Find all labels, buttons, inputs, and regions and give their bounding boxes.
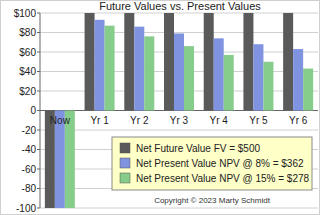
tick-label: -40 xyxy=(22,144,37,155)
legend-swatch xyxy=(120,173,130,183)
tick-label: 0 xyxy=(30,105,36,116)
tick-label: $80 xyxy=(19,27,36,38)
category-label: Yr 2 xyxy=(130,115,149,126)
legend-label: Net Present Value NPV @ 15% = $278 xyxy=(136,173,310,184)
bar xyxy=(293,49,303,110)
tick-label: -100 xyxy=(16,203,36,214)
bar xyxy=(263,62,273,111)
tick-label: $20 xyxy=(19,86,36,97)
tick-label: $40 xyxy=(19,66,36,77)
title: Future Values vs. Present Values xyxy=(99,0,261,12)
grid-line xyxy=(40,130,318,131)
bar xyxy=(243,13,253,111)
bar xyxy=(134,27,144,111)
bar xyxy=(224,55,234,111)
bar xyxy=(174,33,184,110)
annotation: Copyright © 2023 Marty Schmidt xyxy=(154,196,270,205)
bars xyxy=(45,13,313,208)
bar xyxy=(144,36,154,110)
plot-area xyxy=(40,13,318,208)
background xyxy=(1,1,320,215)
tick-label: -20 xyxy=(22,125,37,136)
legend-label: Net Future Value FV = $500 xyxy=(136,143,260,154)
grid-line xyxy=(40,32,318,33)
category-label: Yr 3 xyxy=(170,115,189,126)
category-label: Yr 6 xyxy=(289,115,308,126)
chart: Future Values vs. Present Values -100 -80 -… xyxy=(0,0,320,215)
category-label: Now xyxy=(50,115,71,126)
bar xyxy=(164,13,174,111)
bar xyxy=(105,26,115,111)
bar xyxy=(214,38,224,110)
legend-box xyxy=(112,137,312,190)
bar xyxy=(253,44,263,110)
grid-line xyxy=(40,13,318,14)
legend-swatch xyxy=(120,158,130,168)
tick-label: $60 xyxy=(19,47,36,58)
bar xyxy=(85,13,95,111)
category-label: Yr 1 xyxy=(90,115,109,126)
category-label: Yr 5 xyxy=(249,115,268,126)
bar xyxy=(204,13,214,111)
legend-label: Net Present Value NPV @ 8% = $362 xyxy=(136,158,304,169)
tick-label: -80 xyxy=(22,183,37,194)
tick-label: -60 xyxy=(22,164,37,175)
legend: Net Future Value FV = $500 Net Present Va… xyxy=(112,137,312,190)
y-axis xyxy=(40,13,41,208)
bar xyxy=(303,69,313,111)
grid-line xyxy=(40,208,318,209)
bar xyxy=(124,13,134,111)
tick-label: $100 xyxy=(14,8,37,19)
category-label: Yr 4 xyxy=(210,115,229,126)
bar xyxy=(95,20,105,111)
bar xyxy=(184,46,194,110)
bar xyxy=(283,13,293,111)
legend-swatch xyxy=(120,143,130,153)
